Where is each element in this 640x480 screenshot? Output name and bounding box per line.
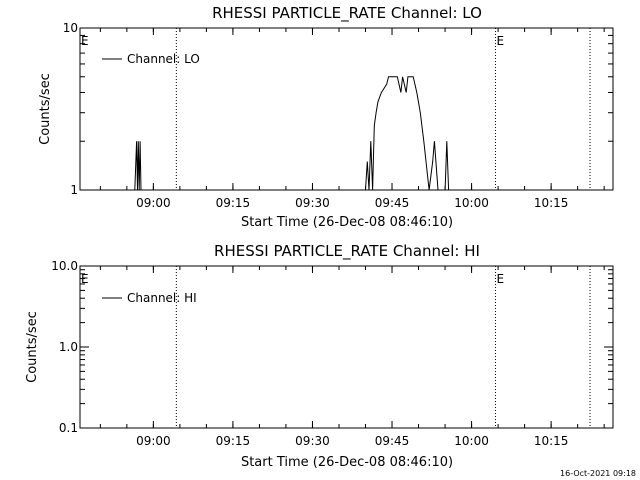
x-tick-label: 09:15 xyxy=(216,434,251,448)
footer-timestamp: 16-Oct-2021 09:18 xyxy=(560,469,636,478)
legend-hi: Channel: HI xyxy=(102,291,197,305)
legend-label-lo: Channel: LO xyxy=(127,52,200,66)
x-tick-label: 09:30 xyxy=(295,196,330,210)
event-marker-label: E xyxy=(496,34,504,48)
y-tick-label: 10 xyxy=(63,21,78,35)
y-tick-label: 10.0 xyxy=(51,259,78,273)
x-tick-label: 09:15 xyxy=(216,196,251,210)
x-tick-label: 10:15 xyxy=(534,434,569,448)
plot-frame-lo xyxy=(79,27,614,191)
event-marker-label: E xyxy=(81,34,89,48)
x-tick-label: 10:00 xyxy=(454,196,489,210)
y-tick-label: 0.1 xyxy=(59,421,78,435)
title-hi: RHESSI PARTICLE_RATE Channel: HI xyxy=(214,242,480,261)
x-tick-label: 09:45 xyxy=(375,196,410,210)
legend-lo: Channel: LO xyxy=(102,52,200,66)
y-tick-label: 1 xyxy=(70,183,78,197)
ylabel-hi: Counts/sec xyxy=(25,311,40,383)
x-tick-label: 10:15 xyxy=(534,196,569,210)
event-marker-label: E xyxy=(496,272,504,286)
y-tick-label: 1.0 xyxy=(59,340,78,354)
panel-hi: RHESSI PARTICLE_RATE Channel: HI 0.1 1.0 1… xyxy=(25,242,614,470)
ylabel-lo: Counts/sec xyxy=(38,73,53,145)
x-tick-label: 09:30 xyxy=(295,434,330,448)
x-tick-label: 09:00 xyxy=(136,434,171,448)
x-tick-label: 10:00 xyxy=(454,434,489,448)
event-marker-label: E xyxy=(81,272,89,286)
legend-label-hi: Channel: HI xyxy=(127,291,197,305)
x-tick-label: 09:00 xyxy=(136,196,171,210)
xlabel-hi: Start Time (26-Dec-08 08:46:10) xyxy=(241,455,453,470)
xlabel-lo: Start Time (26-Dec-08 08:46:10) xyxy=(241,215,453,230)
plot-frame-hi xyxy=(79,265,614,429)
series-line xyxy=(134,76,454,191)
x-tick-label: 09:45 xyxy=(375,434,410,448)
title-lo: RHESSI PARTICLE_RATE Channel: LO xyxy=(212,4,482,23)
